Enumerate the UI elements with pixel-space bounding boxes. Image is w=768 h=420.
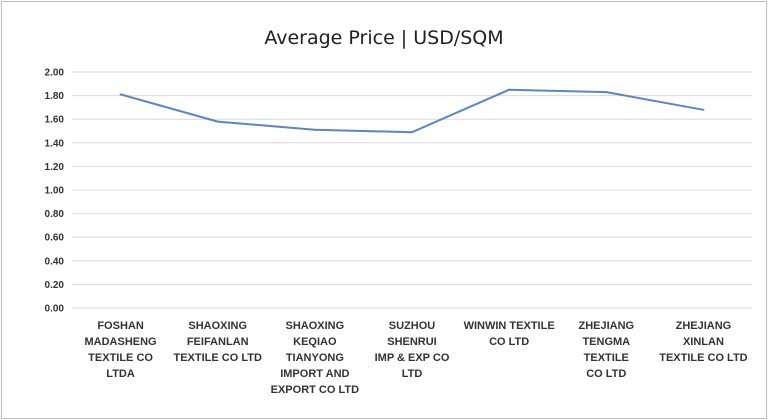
y-tick-label: 1.60 [45,115,65,126]
x-tick-label-line: CO LTD [586,368,627,380]
x-tick-label: ZHEJIANG XINLAN TEXTILE CO LTD [656,318,750,366]
x-tick-label-line: SHAOXING [188,320,248,332]
data-point-4 [508,88,511,91]
y-tick-label: 0.40 [45,256,65,267]
x-tick-label-line: KEQIAO [293,336,337,348]
x-tick-label: SHAOXING KEQIAO TIANYONG IMPORT AND EXPORT C… [268,318,362,398]
chart-title: Average Price | USD/SQM [264,27,504,49]
y-tick-label: 0.00 [45,304,65,315]
y-tick-label: 0.20 [45,280,65,291]
x-tick-label: ZHEJIANG TENGMA TEXTILE CO LTD [559,318,653,382]
y-tick-label: 1.20 [45,162,65,173]
x-tick-label-line: FEIFANLAN [186,336,249,348]
data-point-5 [605,91,608,94]
data-point-1 [216,120,219,123]
x-tick-label-line: MADASHENG [84,336,157,348]
x-tick-label-line: WINWIN TEXTILE [463,320,555,332]
x-tick-label-line: TEXTILE CO LTDA [88,352,153,380]
y-tick-label: 2.00 [45,68,65,79]
x-tick-label: SHAOXING FEIFANLAN TEXTILE CO LTD [171,318,265,366]
x-tick-label-line: FOSHAN [97,320,144,332]
x-tick-label-line: IMP & EXP CO LTD [374,352,450,380]
x-tick-label-line: TEXTILE CO LTD [659,352,748,364]
x-tick-label-line: TENGMA TEXTILE [582,336,631,364]
x-tick-label: FOSHAN MADASHENG TEXTILE CO LTDA [74,318,168,382]
x-tick-label-line: IMPORT AND [280,368,350,380]
x-tick-label: WINWIN TEXTILE CO LTD [462,318,556,350]
data-point-3 [411,131,413,134]
y-tick-label: 1.00 [45,186,65,197]
x-tick-label-line: TEXTILE CO LTD [173,352,262,364]
y-tick-label: 0.60 [45,233,65,244]
x-tick-label-line: SHAOXING [285,320,345,332]
y-tick-label: 0.80 [45,209,65,220]
x-tick-label-line: ZHEJIANG XINLAN [675,320,732,348]
data-point-6 [702,108,705,111]
data-point-2 [313,128,316,131]
y-tick-label: 1.80 [45,91,65,102]
x-tick-label-line: ZHEJIANG [578,320,635,332]
x-tick-label-line: EXPORT CO LTD [270,384,360,396]
x-tick-label: SUZHOU SHENRUI IMP & EXP CO LTD [365,318,459,382]
x-tick-label-line: SUZHOU SHENRUI [387,320,437,348]
data-point-0 [119,93,122,96]
y-tick-label: 1.40 [45,138,65,149]
x-tick-label-line: CO LTD [489,336,530,348]
x-tick-label-line: TIANYONG [285,352,344,364]
